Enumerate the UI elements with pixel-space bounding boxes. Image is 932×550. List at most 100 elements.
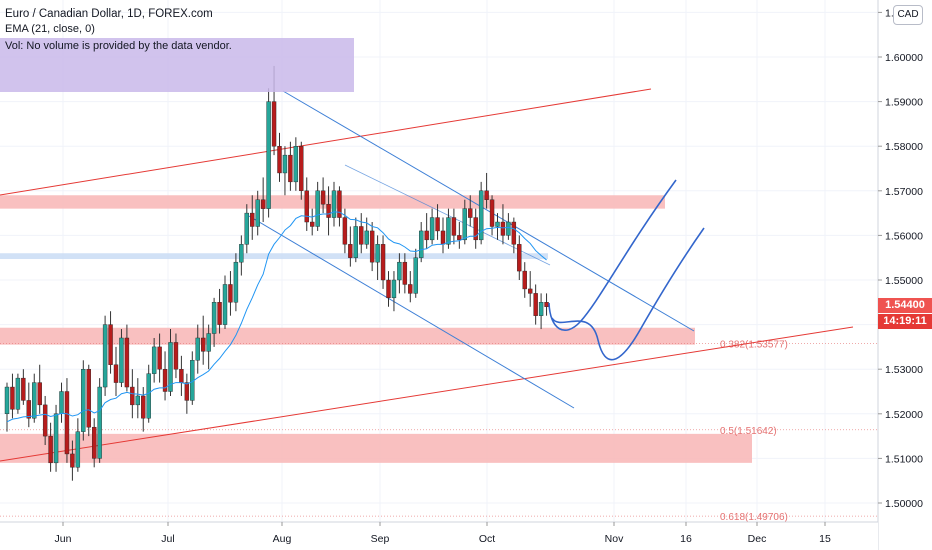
candle-body <box>500 221 506 236</box>
time-tick-label: Jun <box>55 533 72 545</box>
price-zones <box>0 195 752 463</box>
fibonacci-levels: 0.382(1.53577) 0.5(1.51642) 0.618(1.49706) <box>0 339 878 523</box>
candlestick-series <box>4 65 549 481</box>
candle-body <box>315 190 320 227</box>
candle-body <box>244 212 250 245</box>
candle-body <box>435 217 440 232</box>
candle-body <box>440 230 446 245</box>
candle-body <box>522 270 527 290</box>
candle-body <box>517 244 522 272</box>
volume-legend-highlight <box>0 38 354 92</box>
candle-body <box>331 190 337 218</box>
candle-body <box>457 235 462 241</box>
candle-body <box>380 244 386 281</box>
price-tick-label: 1.59000 <box>885 97 923 109</box>
candle-body <box>217 302 222 325</box>
candle-body <box>200 337 206 352</box>
time-axis[interactable]: Jun Jul Aug Sep Oct Nov 16 Dec 15 <box>0 521 878 550</box>
candle-body <box>359 226 364 245</box>
candle-body <box>184 382 190 401</box>
candle-body <box>326 203 331 218</box>
currency-button[interactable]: CAD <box>893 5 923 25</box>
price-tick-label: 1.58000 <box>885 141 923 153</box>
time-tick-label: 15 <box>819 533 831 545</box>
candle-body <box>419 230 424 258</box>
candle-body <box>533 293 538 316</box>
candle-body <box>239 244 244 263</box>
price-axis-background <box>878 0 932 550</box>
upper-trendline <box>0 88 652 196</box>
candle-body <box>141 395 146 419</box>
candle-body <box>135 395 141 406</box>
candle-body <box>179 369 184 383</box>
symbol-title[interactable]: Euro / Canadian Dollar, 1D, FOREX.com <box>5 8 213 20</box>
candle-body <box>32 382 37 419</box>
price-tick-label: 1.53000 <box>885 364 923 376</box>
chart-legend: Euro / Canadian Dollar, 1D, FOREX.com EM… <box>5 7 213 37</box>
candle-body <box>250 212 255 227</box>
candle-body <box>391 279 397 299</box>
candle-body <box>353 226 358 258</box>
candle-body <box>299 145 304 191</box>
candle-body <box>86 369 91 428</box>
candle-body <box>386 279 391 299</box>
candle-body <box>15 377 21 410</box>
inner-channel-line <box>344 164 551 266</box>
time-tick-label: Dec <box>748 533 767 545</box>
candle-body <box>348 244 353 258</box>
candle-body <box>59 391 64 414</box>
price-tick-label: 1.51000 <box>885 453 923 465</box>
candle-body <box>342 217 348 245</box>
price-axis[interactable]: 1.610001.600001.590001.580001.570001.560… <box>877 0 932 550</box>
candle-body <box>222 284 228 325</box>
channel-lower-line <box>248 215 575 409</box>
volume-legend: Vol: No volume is provided by the data v… <box>5 40 232 52</box>
candle-body <box>21 377 26 401</box>
time-tick-label: Aug <box>273 533 292 545</box>
candle-body <box>173 342 179 370</box>
candle-body <box>397 261 402 281</box>
candle-body <box>266 101 271 209</box>
candle-body <box>37 382 42 406</box>
time-tick-label: Oct <box>479 533 495 545</box>
candle-body <box>468 208 473 218</box>
candle-body <box>369 230 375 263</box>
candle-body <box>473 217 478 241</box>
candle-body <box>528 288 533 294</box>
candle-body <box>429 217 435 241</box>
candle-body <box>102 324 108 388</box>
projection-path-2 <box>551 227 705 361</box>
fib-label-0: 0.382(1.53577) <box>720 339 788 350</box>
zone-support-3 <box>0 433 752 463</box>
candle-body <box>42 404 48 437</box>
zone-level-1 <box>0 253 548 260</box>
candle-body <box>168 342 173 392</box>
candle-body <box>484 190 489 200</box>
ema-legend[interactable]: EMA (21, close, 0) <box>5 23 95 35</box>
candle-body <box>228 284 233 303</box>
candle-body <box>108 324 113 365</box>
candle-body <box>446 217 451 245</box>
candle-body <box>81 369 86 432</box>
candle-body <box>511 221 517 245</box>
price-tick-label: 1.52000 <box>885 409 923 421</box>
candle-body <box>75 431 81 468</box>
candle-body <box>424 230 429 241</box>
price-tick-label: 1.57000 <box>885 186 923 198</box>
candle-body <box>402 261 408 285</box>
bar-countdown-badge: 14:19:11 <box>878 314 932 329</box>
candle-body <box>10 386 15 410</box>
ema-line <box>6 211 547 423</box>
time-axis-background <box>0 522 878 550</box>
projection-path-1 <box>548 179 677 331</box>
candle-body <box>91 426 97 459</box>
candle-body <box>48 435 53 464</box>
candle-body <box>233 261 239 303</box>
candle-body <box>260 199 266 209</box>
candle-body <box>293 145 299 183</box>
ema-series <box>6 211 547 423</box>
candle-body <box>124 337 130 388</box>
last-price-badge: 1.54400 <box>878 298 932 313</box>
candle-body <box>462 208 467 241</box>
